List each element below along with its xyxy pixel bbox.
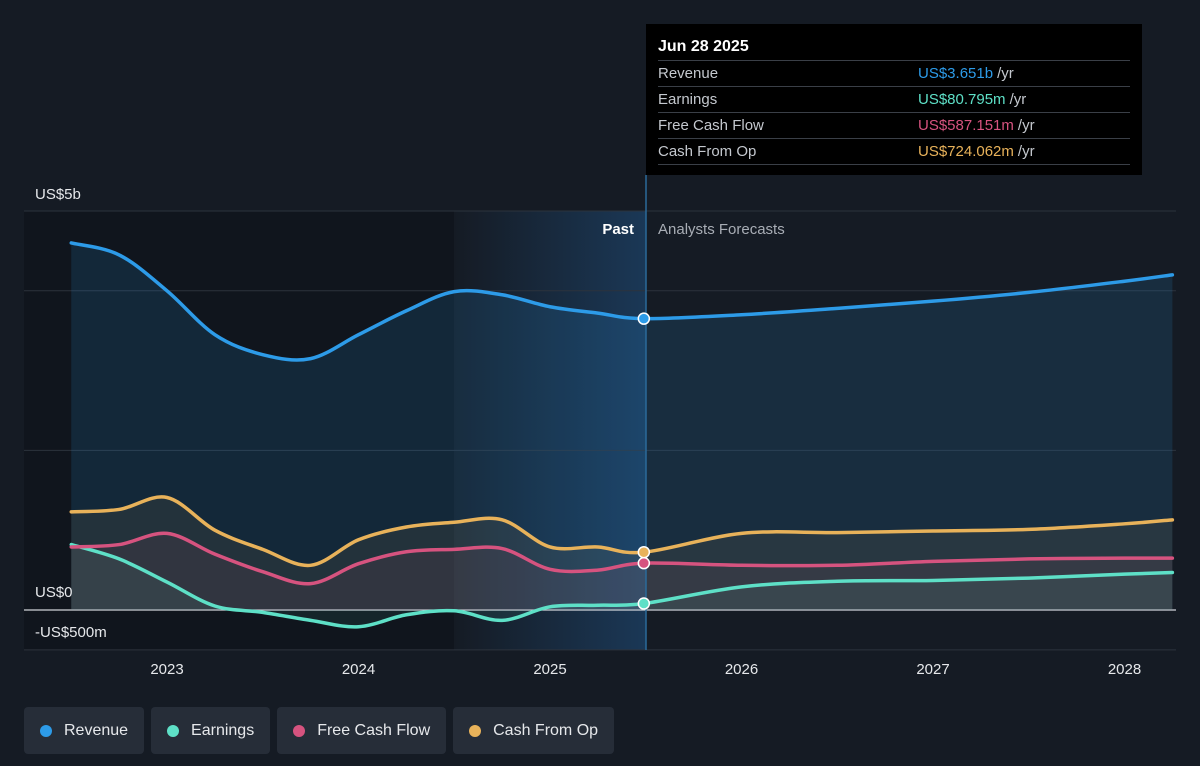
- tooltip-row-value: US$724.062m: [918, 143, 1014, 160]
- legend-label: Revenue: [64, 721, 129, 739]
- x-tick-2024: 2024: [342, 661, 375, 678]
- tooltip-row-label: Revenue: [658, 65, 719, 82]
- gridlines: [24, 210, 1176, 651]
- legend-dot-icon: [293, 724, 306, 737]
- revenue-line: [69, 241, 1175, 362]
- tooltip-row-unit: /yr: [1017, 117, 1035, 134]
- tooltip-row-unit: /yr: [997, 65, 1014, 82]
- tooltip-rows: Revenue US$3.651b/yr Earnings US$80.795m/yr…: [658, 60, 1130, 165]
- legend-item-revenue[interactable]: Revenue: [24, 707, 145, 754]
- legend-dot-icon: [469, 724, 482, 737]
- chart-legend: Revenue Earnings Free Cash Flow Cash From O…: [24, 707, 615, 754]
- free-cash-flow-area: [71, 533, 1173, 610]
- x-tick-2028: 2028: [1108, 661, 1141, 678]
- y-label-top: US$5b: [35, 186, 81, 203]
- legend-item-earnings[interactable]: Earnings: [151, 707, 271, 754]
- tooltip-row: Cash From Op US$724.062m/yr: [658, 138, 1130, 165]
- tooltip-row: Earnings US$80.795m/yr: [658, 86, 1130, 112]
- x-tick-2025: 2025: [533, 661, 566, 678]
- x-tick-2026: 2026: [725, 661, 758, 678]
- tooltip-row-value: US$3.651b: [918, 65, 994, 82]
- earnings-line: [69, 542, 1175, 629]
- tooltip-row-unit: /yr: [1009, 91, 1027, 108]
- x-tick-2023: 2023: [150, 661, 183, 678]
- y-label-bottom: -US$500m: [35, 624, 107, 641]
- legend-label: Free Cash Flow: [317, 721, 431, 739]
- legend-label: Earnings: [191, 721, 255, 739]
- series-lines: [69, 241, 1175, 629]
- tooltip-row: Revenue US$3.651b/yr: [658, 60, 1130, 86]
- tooltip-row-value: US$80.795m: [918, 91, 1006, 108]
- revenue-area: [71, 242, 1173, 611]
- cash-from-op-highlight-dot: [637, 545, 651, 559]
- free-cash-flow-highlight-dot: [637, 556, 651, 570]
- cash-from-op-line: [69, 495, 1175, 568]
- tooltip-row-unit: /yr: [1017, 143, 1035, 160]
- tooltip-row-label: Cash From Op: [658, 143, 757, 160]
- tooltip-date: Jun 28 2025: [658, 38, 749, 55]
- legend-dot-icon: [167, 724, 180, 737]
- hover-tooltip: Jun 28 2025 Revenue US$3.651b/yr Earnings U…: [646, 24, 1142, 175]
- tooltip-row: Free Cash Flow US$587.151m/yr: [658, 112, 1130, 138]
- highlight-dots: [637, 312, 651, 610]
- legend-dot-icon: [40, 724, 52, 737]
- revenue-highlight-dot: [637, 312, 651, 325]
- tooltip-row-label: Earnings: [658, 91, 718, 108]
- legend-item-free-cash-flow[interactable]: Free Cash Flow: [277, 707, 447, 754]
- free-cash-flow-line: [69, 531, 1175, 586]
- tooltip-row-label: Free Cash Flow: [658, 117, 764, 134]
- past-highlight-region: [454, 211, 646, 650]
- earnings-area: [71, 544, 1173, 627]
- x-tick-2027: 2027: [916, 661, 949, 678]
- series-areas: [71, 242, 1173, 627]
- legend-item-cash-from-op[interactable]: Cash From Op: [453, 707, 615, 754]
- earnings-highlight-dot: [637, 597, 651, 610]
- forecast-label: Analysts Forecasts: [658, 221, 785, 238]
- y-label-zero: US$0: [35, 584, 73, 601]
- past-dark-region: [24, 211, 454, 650]
- legend-label: Cash From Op: [493, 721, 599, 739]
- past-label: Past: [602, 221, 634, 238]
- x-axis-ticks: 2023 2024 2025 2026 2027 2028: [150, 661, 1141, 678]
- tooltip-row-value: US$587.151m: [918, 117, 1014, 134]
